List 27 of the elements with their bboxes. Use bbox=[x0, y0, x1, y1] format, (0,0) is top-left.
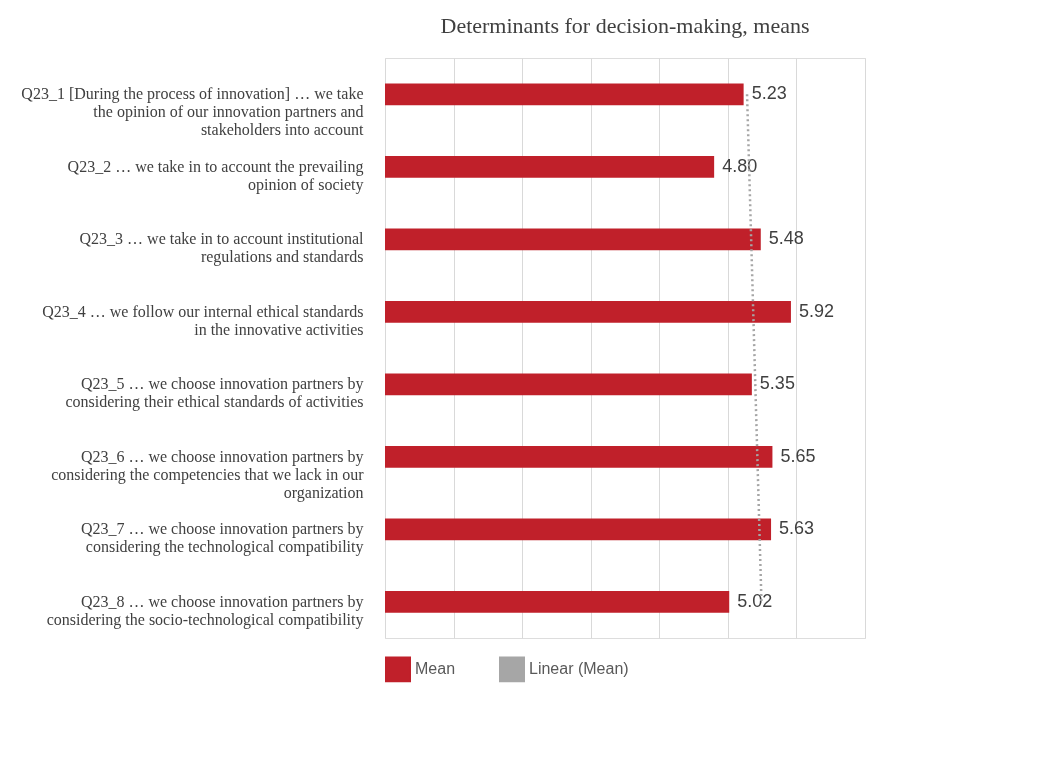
legend-label: Mean bbox=[415, 660, 456, 678]
bar bbox=[385, 373, 752, 396]
bar bbox=[385, 445, 773, 468]
y-tick-label: Q23_3 … we take in to account institutional regulations and standards bbox=[79, 230, 365, 267]
y-tick-label: Q23_5 … we choose innovation partners by considering their ethical standards of activities bbox=[65, 375, 364, 412]
chart-title: Determinants for decision-making, means bbox=[440, 13, 810, 38]
data-label: 5.92 bbox=[798, 300, 834, 321]
y-tick-label: Q23_4 … we follow our internal ethical standards in the innovative activities bbox=[42, 302, 364, 338]
bar bbox=[385, 228, 761, 251]
legend-label: Linear (Mean) bbox=[529, 660, 629, 678]
data-label: 5.02 bbox=[737, 590, 773, 611]
bar bbox=[385, 518, 772, 541]
data-label: 5.65 bbox=[780, 445, 816, 466]
y-tick-label: Q23_8 … we choose innovation partners by considering the socio-technological compatibility bbox=[46, 592, 364, 629]
data-label: 5.35 bbox=[759, 373, 795, 394]
y-tick-label: Q23_7 … we choose innovation partners by considering the technological compatibility bbox=[80, 520, 364, 557]
y-tick-label: Q23_6 … we choose innovation partners by considering the competencies that we lack in our organization bbox=[51, 447, 365, 502]
y-tick-label: Q23_1 [During the process of innovation] … we take the opinion of our innovation partners and stakeholders into account bbox=[21, 85, 365, 139]
bar bbox=[385, 300, 791, 323]
data-label: 5.48 bbox=[768, 228, 804, 249]
bar bbox=[385, 590, 730, 613]
y-tick-label: Q23_2 … we take in to account the prevailing opinion of society bbox=[67, 157, 364, 194]
bar bbox=[385, 83, 744, 106]
data-label: 5.63 bbox=[779, 518, 815, 539]
data-label: 4.80 bbox=[722, 155, 758, 176]
data-label: 5.23 bbox=[751, 83, 787, 104]
bar bbox=[385, 155, 715, 178]
